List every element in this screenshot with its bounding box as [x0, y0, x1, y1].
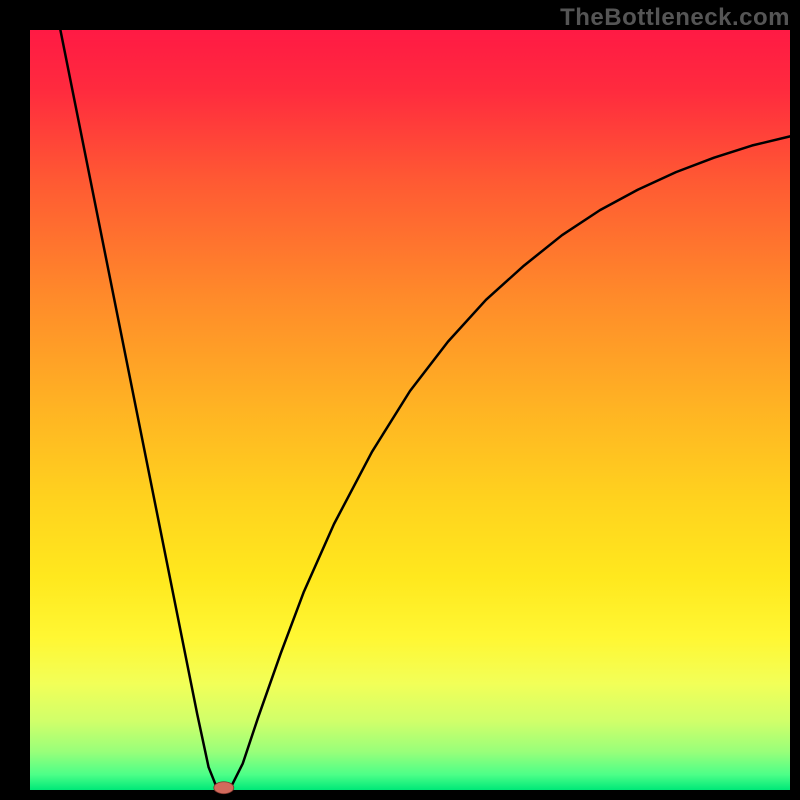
chart-container: TheBottleneck.com: [0, 0, 800, 800]
watermark-label: TheBottleneck.com: [560, 4, 790, 32]
bottleneck-plot: [0, 0, 800, 800]
optimal-point-marker: [214, 782, 234, 794]
plot-background-gradient: [30, 30, 790, 790]
